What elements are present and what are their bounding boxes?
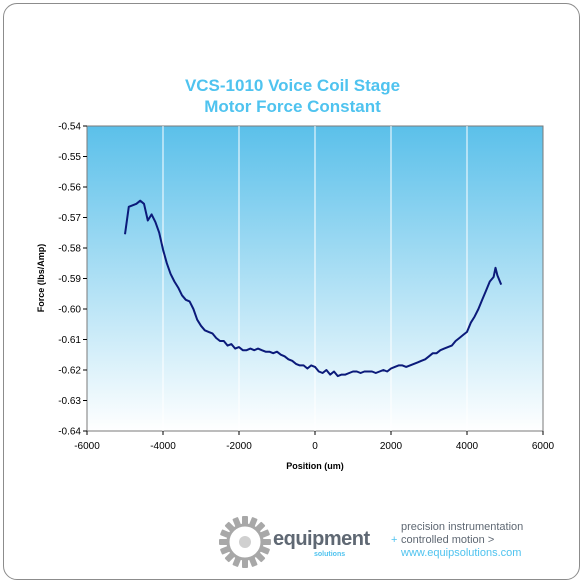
- y-tick-label: -0.63: [58, 396, 81, 407]
- y-tick-label: -0.54: [58, 122, 81, 133]
- y-tick-label: -0.57: [58, 213, 81, 224]
- y-tick-label: -0.58: [58, 244, 81, 255]
- y-axis-label: Force (lbs/Amp): [36, 244, 46, 313]
- x-axis-label: Position (um): [286, 461, 344, 471]
- y-tick-label: -0.55: [58, 152, 81, 163]
- plus-icon: +: [391, 534, 398, 546]
- x-tick-label: -2000: [226, 441, 252, 452]
- tagline-line-1: precision instrumentation: [401, 521, 524, 533]
- gear-logo-icon: [219, 516, 271, 568]
- x-tick-label: 6000: [532, 441, 555, 452]
- chart-title-line-2: Motor Force Constant: [204, 97, 381, 116]
- gear-tooth: [262, 539, 271, 545]
- series-layer: [124, 199, 503, 378]
- y-tick-label: -0.56: [58, 183, 81, 194]
- y-tick-label: -0.64: [58, 427, 81, 438]
- chart-title-line-1: VCS-1010 Voice Coil Stage: [184, 76, 401, 95]
- gear-tooth: [219, 539, 228, 545]
- x-axis-ticks: -6000 -4000 -2000 0 2000 4000 6000: [74, 431, 555, 452]
- gear-tooth: [242, 559, 248, 568]
- gear-tooth: [242, 516, 248, 525]
- brand-subtitle: solutions: [314, 551, 346, 558]
- brand-name: equipment: [273, 528, 370, 550]
- x-tick-label: 4000: [456, 441, 479, 452]
- x-tick-label: -4000: [150, 441, 176, 452]
- y-tick-label: -0.62: [58, 366, 81, 377]
- company-footer: equipment solutions precision instrument…: [215, 512, 585, 572]
- force-series-line: [124, 199, 503, 378]
- y-tick-label: -0.60: [58, 305, 81, 316]
- x-tick-label: 2000: [380, 441, 403, 452]
- website-link[interactable]: www.equipsolutions.com: [401, 547, 522, 559]
- y-tick-label: -0.61: [58, 335, 81, 346]
- y-axis-ticks: -0.54 -0.55 -0.56 -0.57 -0.58 -0.59 -0.60 -0.61…: [58, 122, 87, 438]
- y-tick-label: -0.59: [58, 274, 81, 285]
- x-tick-label: 0: [312, 441, 318, 452]
- tagline-line-2: controlled motion >: [401, 534, 495, 546]
- grid-lines: [162, 126, 468, 431]
- x-tick-label: -6000: [74, 441, 100, 452]
